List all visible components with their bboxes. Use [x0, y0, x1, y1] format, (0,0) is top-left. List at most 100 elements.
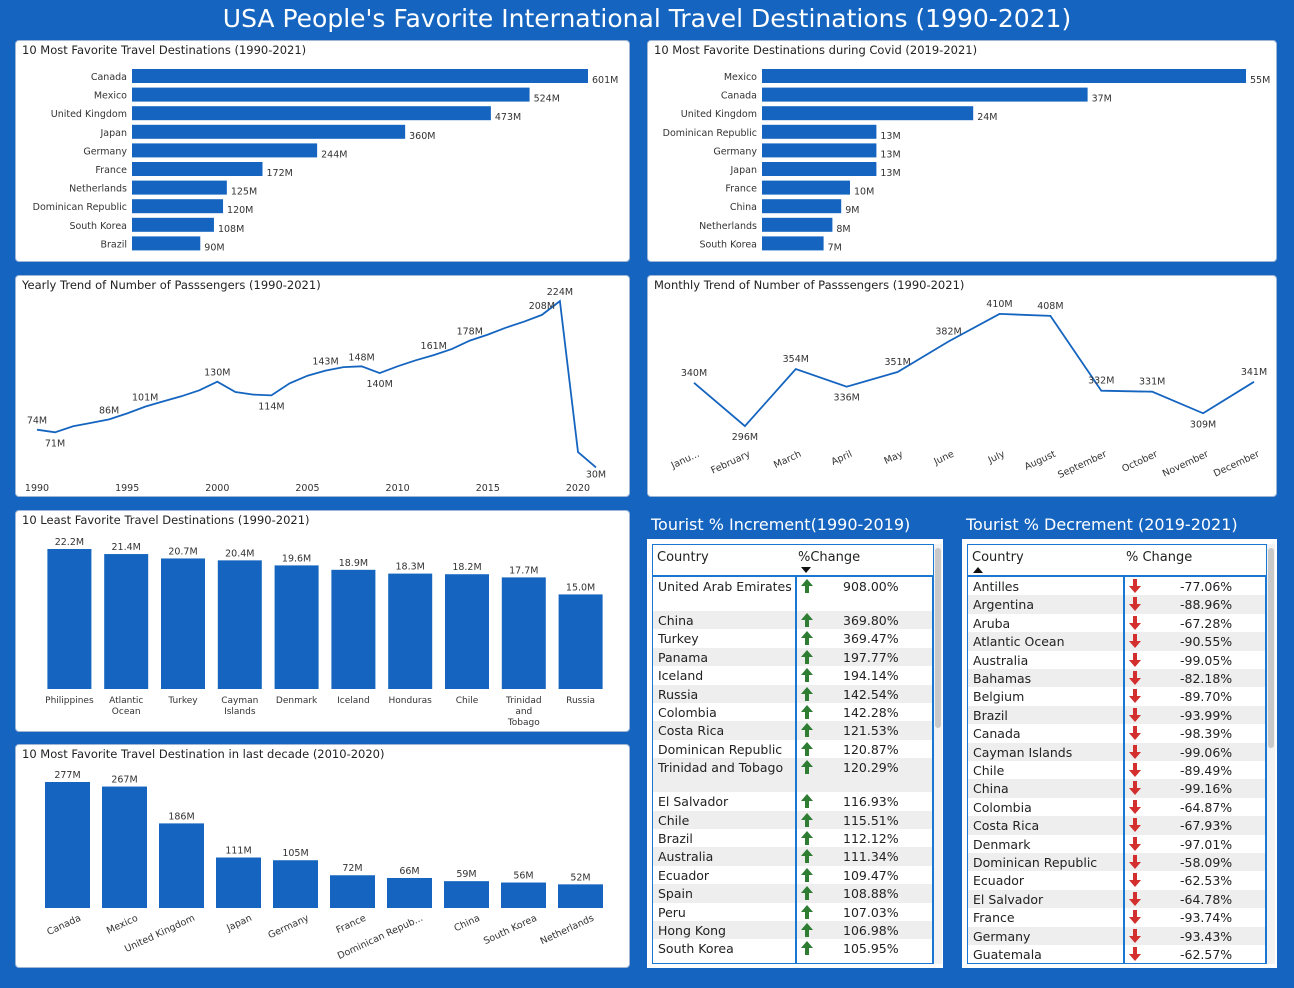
table-row[interactable]: Australia -99.05% — [968, 650, 1266, 669]
increment-col-change[interactable]: %Change — [798, 550, 861, 565]
decrement-heading: Tourist % Decrement (2019-2021) — [962, 511, 1274, 538]
arrow-down-icon — [1129, 781, 1141, 796]
table-row[interactable]: China 369.80% — [653, 611, 933, 630]
table-row[interactable]: Aruba -67.28% — [968, 613, 1266, 633]
arrow-up-icon — [801, 886, 813, 901]
data-label: 341M — [1241, 367, 1267, 378]
table-row[interactable]: Russia 142.54% — [653, 684, 933, 703]
table-row[interactable]: Chile -89.49% — [968, 761, 1266, 780]
table-row[interactable]: France -93.74% — [968, 908, 1266, 927]
table-row[interactable]: Turkey 369.47% — [653, 629, 933, 648]
table-row[interactable]: Ecuador -62.53% — [968, 871, 1266, 890]
change-cell: 108.88% — [843, 886, 899, 902]
table-row[interactable]: Denmark -97.01% — [968, 834, 1266, 853]
change-cell: 369.47% — [843, 631, 899, 647]
table-row[interactable]: Atlantic Ocean -90.55% — [968, 632, 1266, 651]
table-row[interactable]: Brazil -93.99% — [968, 705, 1266, 725]
country-cell: Panama — [658, 649, 709, 665]
bar — [558, 594, 603, 689]
table-row[interactable]: Cayman Islands -99.06% — [968, 742, 1266, 761]
data-label: 86M — [99, 405, 119, 416]
table-row[interactable]: South Korea 105.95% — [653, 939, 933, 958]
arrow-down-icon — [1129, 763, 1141, 777]
arrow-down-icon — [1129, 652, 1141, 667]
table-row[interactable]: China -99.16% — [968, 779, 1266, 798]
bar — [104, 554, 149, 689]
decrement-table-header: Country % Change — [968, 545, 1266, 577]
category-label: Germany — [83, 146, 127, 157]
increment-scroll-thumb[interactable] — [935, 548, 941, 728]
table-row[interactable]: Colombia 142.28% — [653, 703, 933, 722]
data-label: 186M — [168, 811, 194, 822]
category-label: Japan — [100, 128, 128, 139]
table-row[interactable]: Argentina -88.96% — [968, 595, 1266, 614]
table-row[interactable]: Canada -98.39% — [968, 724, 1266, 743]
x-tick-label: South Korea — [482, 913, 539, 947]
bar — [762, 236, 824, 251]
table-row[interactable]: El Salvador -64.78% — [968, 889, 1266, 909]
arrow-down-icon — [1129, 947, 1141, 961]
table-row[interactable]: Chile 115.51% — [653, 810, 933, 829]
arrow-up-icon — [801, 831, 813, 845]
table-row[interactable]: Dominican Republic -58.09% — [968, 853, 1266, 872]
decade-destinations-title: 10 Most Favorite Travel Destination in l… — [22, 747, 385, 761]
table-row[interactable]: Antilles -77.06% — [968, 577, 1266, 596]
category-label: Dominican Republic — [33, 202, 127, 213]
table-row[interactable]: El Salvador 116.93% — [653, 792, 933, 811]
table-row[interactable]: Trinidad and Tobago 120.29% — [653, 758, 933, 793]
arrow-up-icon — [801, 923, 813, 937]
data-label: 601M — [592, 75, 618, 86]
decrement-scroll-thumb[interactable] — [1268, 548, 1274, 748]
bar — [762, 87, 1088, 102]
data-label: 267M — [111, 775, 137, 786]
arrow-up-icon — [801, 631, 813, 646]
data-label: 140M — [366, 379, 392, 390]
x-tick-label: China — [453, 913, 482, 934]
table-row[interactable]: Iceland 194.14% — [653, 666, 933, 685]
bar — [501, 882, 546, 908]
bar — [132, 87, 530, 102]
change-cell: 369.80% — [843, 613, 899, 628]
increment-scrollbar[interactable] — [934, 544, 942, 964]
decrement-scrollbar[interactable] — [1267, 544, 1275, 964]
table-row[interactable]: Guatemala -62.57% — [968, 945, 1266, 963]
sort-asc-icon[interactable] — [973, 567, 983, 573]
bar — [762, 69, 1246, 83]
change-cell: 120.87% — [843, 741, 899, 757]
country-cell: Iceland — [658, 668, 704, 684]
table-row[interactable]: Brazil 112.12% — [653, 829, 933, 848]
change-cell: -62.57% — [1180, 947, 1233, 962]
category-label: Dominican Republic — [663, 128, 757, 139]
least-destinations-chart: 22.2M Philippines 21.4M Atlantic Ocean 20.7M T… — [45, 537, 603, 728]
table-row[interactable]: Peru 107.03% — [653, 902, 933, 921]
table-row[interactable]: Australia 111.34% — [653, 847, 933, 866]
change-cell: -58.09% — [1180, 855, 1233, 870]
table-row[interactable]: Costa Rica 121.53% — [653, 721, 933, 740]
increment-col-country[interactable]: Country — [657, 550, 709, 565]
data-label: 74M — [27, 416, 47, 427]
monthly-trend-card: Monthly Trend of Number of Passsengers (… — [647, 275, 1277, 497]
arrow-down-icon — [1129, 928, 1141, 943]
table-row[interactable]: Hong Kong 106.98% — [653, 921, 933, 940]
table-row[interactable]: Colombia -64.87% — [968, 797, 1266, 817]
table-row[interactable]: Costa Rica -67.93% — [968, 816, 1266, 835]
data-label: 244M — [321, 149, 347, 160]
table-row[interactable]: Germany -93.43% — [968, 926, 1266, 945]
table-row[interactable]: Panama 197.77% — [653, 647, 933, 667]
table-row[interactable]: Belgium -89.70% — [968, 687, 1266, 706]
data-label: 66M — [399, 866, 419, 877]
sort-desc-icon[interactable] — [801, 567, 811, 573]
table-row[interactable]: Spain 108.88% — [653, 884, 933, 903]
data-label: 382M — [935, 326, 961, 337]
data-label: 208M — [529, 301, 555, 312]
table-row[interactable]: Ecuador 109.47% — [653, 865, 933, 885]
change-cell: 106.98% — [843, 923, 899, 938]
table-row[interactable]: United Arab Emirates 908.00% — [653, 577, 933, 611]
decrement-col-country[interactable]: Country — [972, 550, 1024, 565]
country-cell: Chile — [973, 763, 1005, 778]
table-row[interactable]: Bahamas -82.18% — [968, 669, 1266, 688]
yearly-trend-title: Yearly Trend of Number of Passsengers (1… — [22, 278, 321, 292]
table-row[interactable]: Dominican Republic 120.87% — [653, 739, 933, 759]
country-cell: Russia — [658, 686, 699, 702]
decrement-col-change[interactable]: % Change — [1126, 550, 1193, 565]
